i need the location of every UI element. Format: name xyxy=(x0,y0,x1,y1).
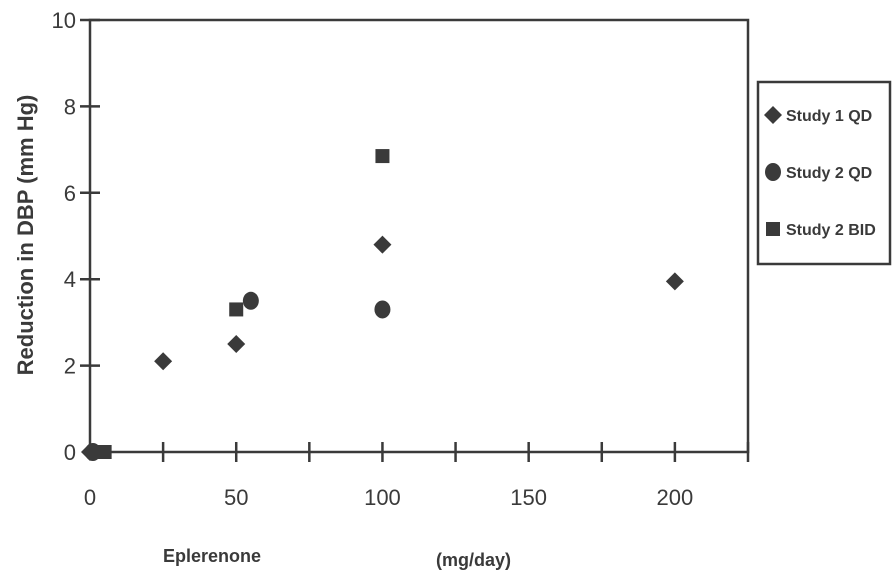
x-tick-label: 50 xyxy=(224,485,248,510)
y-axis-ticks: 0 2 4 6 8 10 xyxy=(52,8,100,465)
x-axis-title: Eplerenone xyxy=(163,546,261,566)
series-square xyxy=(97,149,390,459)
legend-label: Study 2 QD xyxy=(786,165,872,182)
x-axis-unit: (mg/day) xyxy=(436,550,511,570)
series-diamond xyxy=(81,235,684,461)
x-axis-ticks: 0 50 100 150 200 xyxy=(84,442,750,510)
y-tick-label: 6 xyxy=(64,181,76,206)
y-axis-title: Reduction in DBP (mm Hg) xyxy=(13,95,38,376)
data-markers xyxy=(81,149,684,461)
data-point-diamond xyxy=(154,352,173,371)
data-point-square xyxy=(229,302,244,317)
x-tick-label: 0 xyxy=(84,485,96,510)
plot-border xyxy=(88,18,750,454)
data-point-square xyxy=(97,445,112,459)
legend-marker-square xyxy=(766,222,780,236)
data-point-circle xyxy=(374,300,391,319)
y-tick-label: 0 xyxy=(64,440,76,465)
data-point-square xyxy=(375,149,390,164)
y-tick-label: 8 xyxy=(64,94,76,119)
data-point-circle xyxy=(242,291,259,310)
y-tick-label: 10 xyxy=(52,8,76,33)
y-tick-label: 2 xyxy=(64,354,76,379)
legend-label: Study 1 QD xyxy=(786,108,872,125)
data-point-diamond xyxy=(373,235,392,254)
data-point-circle xyxy=(84,443,101,461)
data-point-diamond xyxy=(665,272,684,291)
x-tick-label: 150 xyxy=(510,485,547,510)
legend-label: Study 2 BID xyxy=(786,222,876,239)
y-tick-label: 4 xyxy=(64,267,76,292)
data-point-diamond xyxy=(227,335,246,353)
x-tick-label: 200 xyxy=(657,485,694,510)
legend: Study 1 QD Study 2 QD Study 2 BID xyxy=(756,80,892,266)
x-tick-label: 100 xyxy=(364,485,401,510)
legend-marker-circle xyxy=(765,163,781,181)
series-circle xyxy=(84,291,391,461)
legend-marker-diamond xyxy=(764,106,782,124)
plot-frame xyxy=(88,18,750,454)
